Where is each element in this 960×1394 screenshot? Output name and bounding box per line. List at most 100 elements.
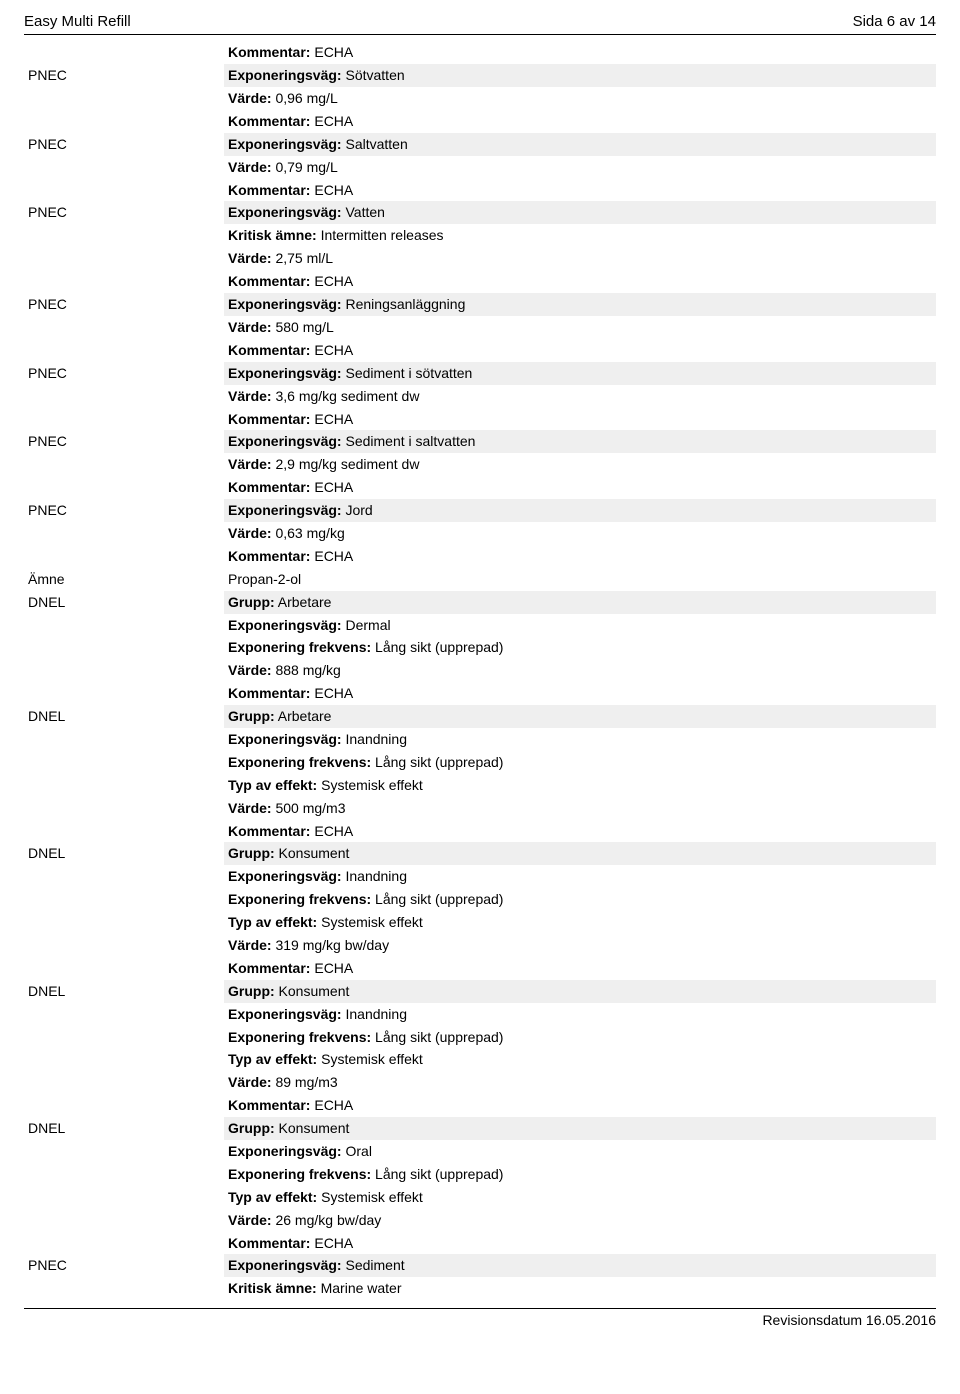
row-value: Exponeringsväg: Inandning [224,728,936,751]
field-key: Exponeringsväg: [228,1143,342,1159]
row-label [24,1209,224,1213]
field-value: Arbetare [275,708,332,724]
field-value: ECHA [310,960,353,976]
row-value: Värde: 0,96 mg/L [224,87,936,110]
field-key: Exponering frekvens: [228,754,371,770]
field-key: Exponering frekvens: [228,639,371,655]
data-row: Exponering frekvens: Lång sikt (upprepad… [24,888,936,911]
row-label [24,247,224,251]
data-row: Kommentar: ECHA [24,820,936,843]
field-key: Värde: [228,388,272,404]
data-row: Kommentar: ECHA [24,179,936,202]
data-row: Värde: 0,96 mg/L [24,87,936,110]
data-row: Kommentar: ECHA [24,682,936,705]
field-value: 580 mg/L [272,319,334,335]
field-key: Exponeringsväg: [228,136,342,152]
row-value: Kommentar: ECHA [224,179,936,202]
row-value: Värde: 89 mg/m3 [224,1071,936,1094]
field-value: ECHA [310,44,353,60]
field-key: Kommentar: [228,823,310,839]
row-label: DNEL [24,980,224,1003]
data-row: Kritisk ämne: Marine water [24,1277,936,1300]
row-label [24,316,224,320]
row-value: Exponeringsväg: Inandning [224,1003,936,1026]
field-key: Exponeringsväg: [228,617,342,633]
row-value: Kommentar: ECHA [224,408,936,431]
data-row: Typ av effekt: Systemisk effekt [24,1186,936,1209]
row-value: Kommentar: ECHA [224,270,936,293]
data-row: DNELGrupp: Konsument [24,980,936,1003]
field-value: ECHA [310,182,353,198]
data-row: Exponeringsväg: Dermal [24,614,936,637]
field-key: Exponering frekvens: [228,891,371,907]
field-value: Sediment [342,1257,405,1273]
field-value: 319 mg/kg bw/day [272,937,390,953]
field-value: Systemisk effekt [317,1189,423,1205]
field-value: Inandning [342,731,407,747]
row-value: Exponeringsväg: Inandning [224,865,936,888]
row-value: Värde: 500 mg/m3 [224,797,936,820]
row-value: Kommentar: ECHA [224,339,936,362]
row-value: Exponering frekvens: Lång sikt (upprepad… [224,1163,936,1186]
row-label [24,659,224,663]
row-label [24,1277,224,1281]
field-value: Arbetare [275,594,332,610]
row-value: Exponeringsväg: Reningsanläggning [224,293,936,316]
row-label [24,339,224,343]
row-value: Kommentar: ECHA [224,476,936,499]
field-key: Kommentar: [228,479,310,495]
row-label [24,179,224,183]
content-area: Kommentar: ECHAPNECExponeringsväg: Sötva… [24,41,936,1300]
field-value: ECHA [310,273,353,289]
row-value: Kommentar: ECHA [224,820,936,843]
row-value: Kommentar: ECHA [224,545,936,568]
field-key: Värde: [228,937,272,953]
data-row: Exponering frekvens: Lång sikt (upprepad… [24,1026,936,1049]
data-row: Kommentar: ECHA [24,408,936,431]
row-value: Exponeringsväg: Vatten [224,201,936,224]
row-value: Exponering frekvens: Lång sikt (upprepad… [224,636,936,659]
row-label: Ämne [24,568,224,591]
field-value: Vatten [342,204,385,220]
row-value: Värde: 26 mg/kg bw/day [224,1209,936,1232]
row-label [24,1140,224,1144]
data-row: PNECExponeringsväg: Vatten [24,201,936,224]
field-key: Värde: [228,250,272,266]
row-label [24,1071,224,1075]
row-value: Grupp: Arbetare [224,705,936,728]
row-label [24,476,224,480]
row-value: Värde: 319 mg/kg bw/day [224,934,936,957]
row-label [24,682,224,686]
field-key: Exponeringsväg: [228,433,342,449]
field-key: Typ av effekt: [228,1189,317,1205]
field-key: Exponeringsväg: [228,67,342,83]
field-key: Kommentar: [228,182,310,198]
row-label [24,957,224,961]
row-label [24,1094,224,1098]
field-key: Kommentar: [228,113,310,129]
row-label: PNEC [24,64,224,87]
field-value: ECHA [310,113,353,129]
revision-date: Revisionsdatum 16.05.2016 [762,1312,936,1328]
data-row: Kommentar: ECHA [24,339,936,362]
field-value: Systemisk effekt [317,914,423,930]
field-key: Exponeringsväg: [228,1257,342,1273]
field-key: Exponering frekvens: [228,1166,371,1182]
row-value: Exponeringsväg: Sediment [224,1254,936,1277]
doc-title: Easy Multi Refill [24,12,131,32]
row-value: Exponering frekvens: Lång sikt (upprepad… [224,888,936,911]
row-value: Värde: 2,75 ml/L [224,247,936,270]
row-label: PNEC [24,1254,224,1277]
row-label [24,545,224,549]
field-key: Värde: [228,159,272,175]
field-key: Exponeringsväg: [228,731,342,747]
row-label: PNEC [24,201,224,224]
data-row: Kommentar: ECHA [24,1232,936,1255]
row-label: PNEC [24,293,224,316]
row-label: PNEC [24,499,224,522]
row-label [24,865,224,869]
field-value: Konsument [275,983,350,999]
field-value: Marine water [317,1280,402,1296]
field-value: 3,6 mg/kg sediment dw [272,388,420,404]
field-key: Värde: [228,90,272,106]
